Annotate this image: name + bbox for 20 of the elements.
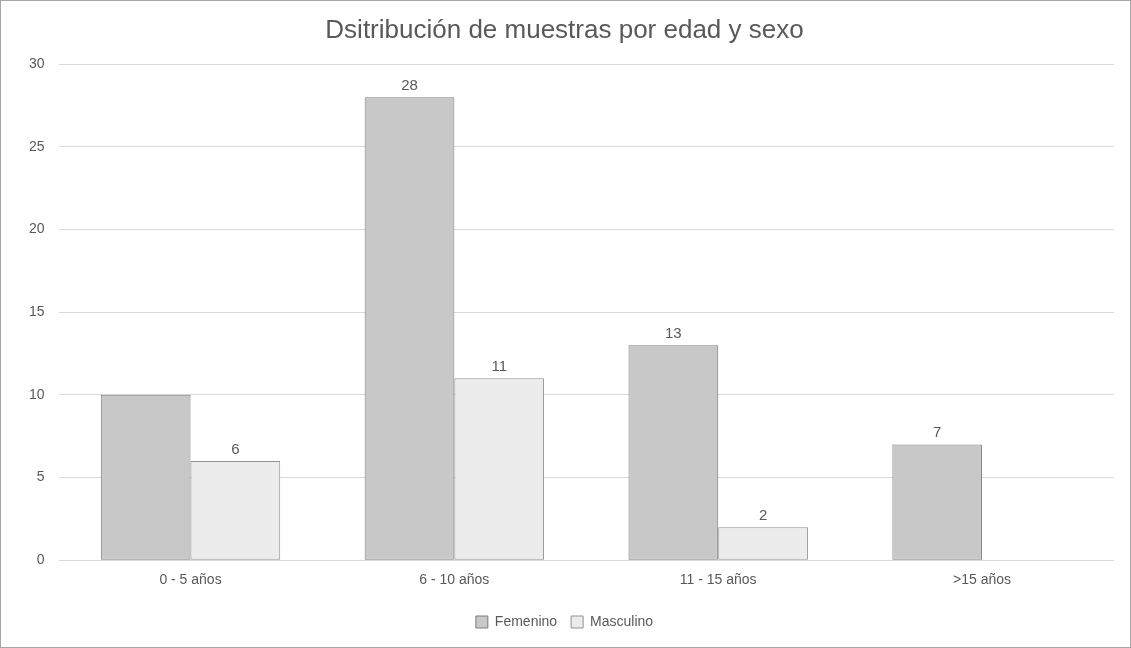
y-tick-label: 5 [36,468,45,485]
x-tick-label: 0 - 5 años [159,571,222,588]
data-label: 2 [758,505,768,523]
data-label: 7 [933,423,942,441]
legend-label: Femenino [494,612,558,629]
data-label: 6 [231,439,240,457]
data-label: 13 [665,323,682,341]
data-label: 28 [401,75,418,93]
x-tick-label: >15 años [953,571,1012,588]
legend-label: Masculino [590,612,654,629]
y-tick-label: 30 [28,55,45,72]
y-tick-label: 10 [28,385,45,402]
x-tick-label: 6 - 10 años [419,571,490,588]
y-tick-label: 15 [28,303,45,320]
y-tick-label: 0 [36,551,45,568]
y-tick-label: 20 [28,220,45,237]
y-tick-label: 25 [28,137,45,154]
data-label: 11 [491,356,507,374]
chart-title: Dsitribución de muestras por edad y sexo [325,13,804,44]
x-tick-label: 11 - 15 años [679,571,757,588]
